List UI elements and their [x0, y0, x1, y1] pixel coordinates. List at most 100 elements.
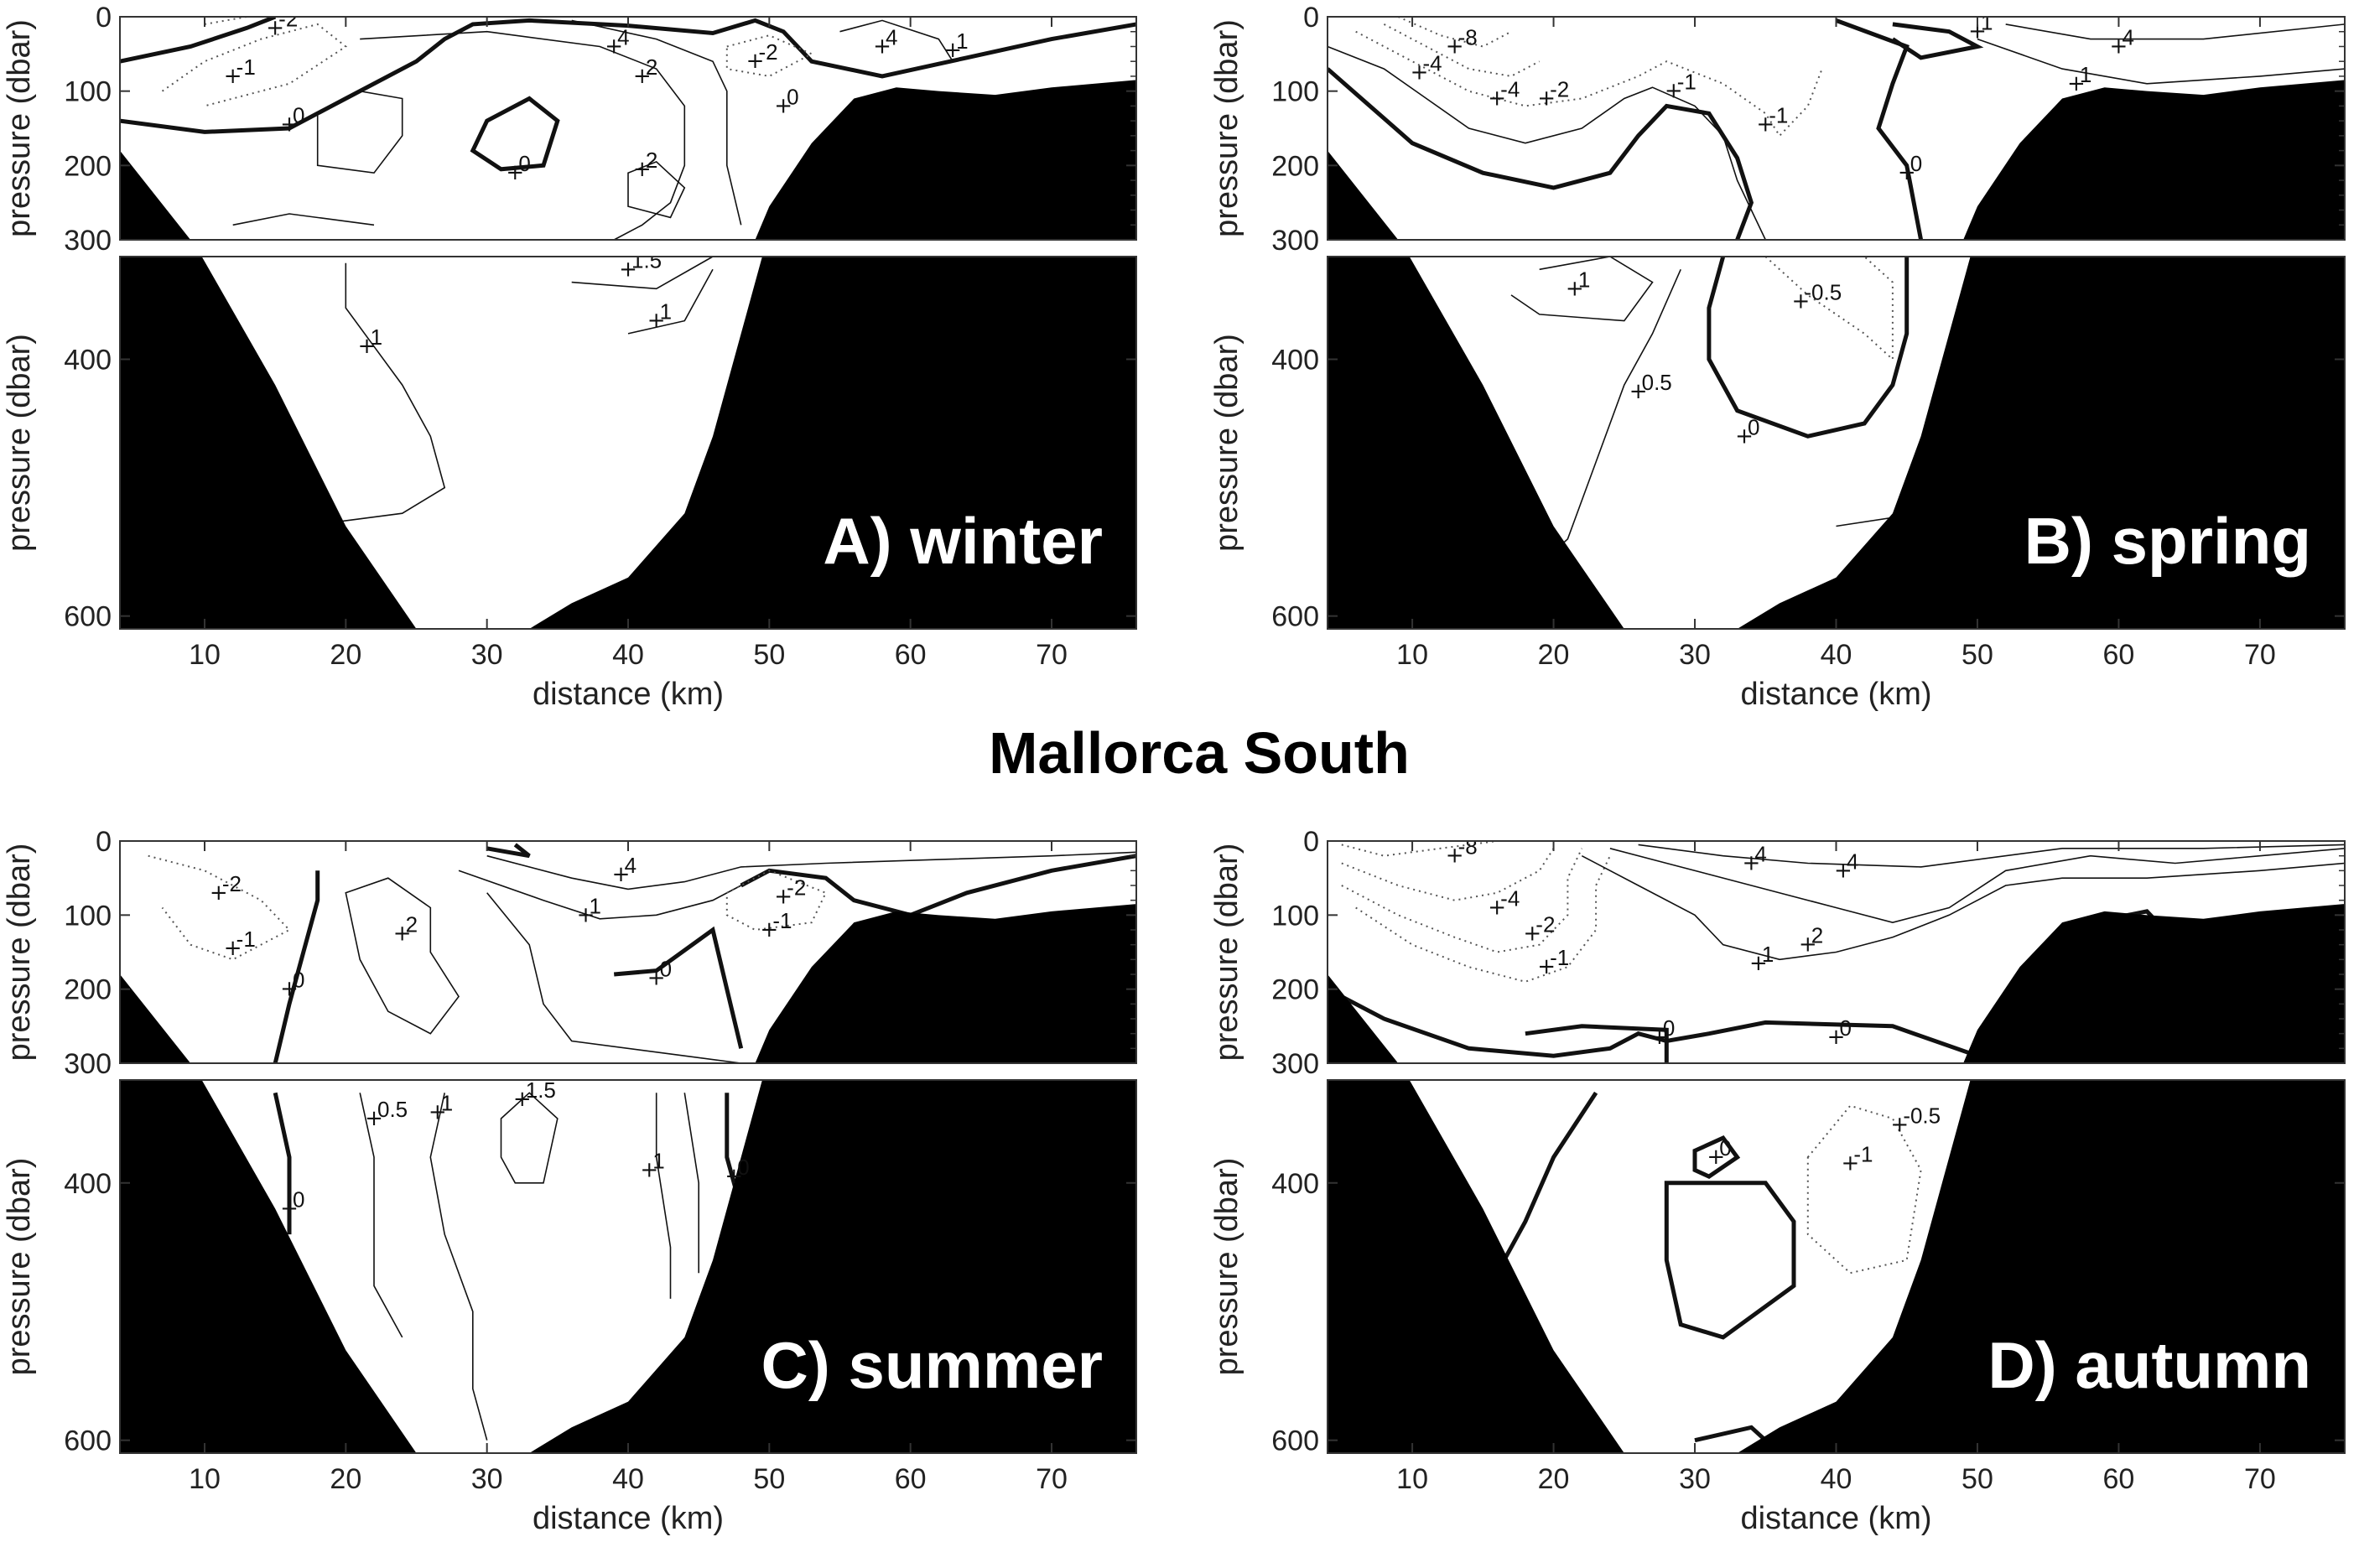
contour-mark: +	[224, 936, 242, 961]
y-tick-label: 0	[96, 826, 112, 858]
x-tick-label: 70	[1036, 1463, 1068, 1495]
x-tick-label: 60	[895, 639, 927, 671]
contour-line	[1664, 1181, 1796, 1340]
contour-mark: +	[429, 1099, 447, 1124]
x-tick-label: 40	[612, 1463, 644, 1495]
contour-label: -4	[1500, 886, 1520, 911]
seafloor-lower-left	[1328, 257, 1624, 629]
contour-label: 1	[1578, 267, 1590, 292]
contour-line	[486, 843, 531, 859]
contour-label: 1	[1981, 10, 1993, 35]
y-tick-label: 300	[1271, 225, 1319, 257]
contour-mark: +	[1834, 858, 1852, 883]
contour-mark: +	[1756, 112, 1774, 138]
contour-mark: +	[746, 49, 765, 74]
contour-label: 0	[660, 956, 672, 981]
x-tick-label: 60	[895, 1463, 927, 1495]
y-axis-label-lower: pressure (dbar)	[2, 1158, 37, 1376]
contour-line	[725, 870, 828, 932]
contour-line	[1510, 256, 1654, 322]
plot-area: +-8+-4+-2+-1+4+4+2+1+0 +0+-0.5+0+-1	[1328, 841, 2345, 1453]
contour-mark: +	[358, 334, 377, 359]
season-label: A) winter	[823, 504, 1103, 578]
y-tick-label: 100	[64, 76, 112, 108]
seafloor-upper-right	[1963, 80, 2345, 240]
y-tick-label: 600	[1271, 601, 1319, 633]
x-tick-label: 20	[330, 639, 361, 671]
x-tick-label: 30	[1679, 1463, 1711, 1495]
contour-label: -2	[1535, 911, 1555, 937]
x-tick-label: 40	[1821, 639, 1852, 671]
contour-label: -2	[222, 871, 242, 896]
contour-line	[1609, 848, 2345, 924]
contour-label: 0	[518, 151, 530, 176]
contour-label: -1	[236, 927, 256, 952]
contour-mark: +	[2110, 34, 2128, 59]
x-tick-label: 30	[471, 639, 503, 671]
x-tick-label: 10	[1396, 1463, 1428, 1495]
contour-mark: +	[1488, 896, 1506, 921]
contour-line	[316, 90, 403, 174]
x-axis-label: distance (km)	[1740, 677, 1931, 712]
contour-label: 1	[371, 325, 382, 350]
contour-label: 1	[652, 1148, 664, 1173]
contour-line	[360, 30, 686, 241]
contour-line	[1638, 844, 2345, 868]
contour-line	[1764, 256, 1894, 361]
contour-line	[725, 34, 814, 77]
contour-line	[486, 851, 1136, 890]
plot-area: +-2+-1+0+4+2 +-2 +4+1+0+0 +2+1.5+1+1	[120, 6, 1136, 629]
contour-label: -2	[759, 39, 778, 65]
contour-label: 0	[293, 1186, 304, 1212]
contour-label: 1	[956, 29, 968, 54]
y-tick-label: 200	[64, 974, 112, 1006]
y-tick-label: 200	[1271, 974, 1319, 1006]
x-tick-label: 20	[330, 1463, 361, 1495]
contour-label: 0.5	[377, 1097, 408, 1122]
contour-label: 0	[1910, 151, 1922, 176]
contour-label: 1.5	[526, 1077, 556, 1103]
contour-line	[359, 1093, 403, 1338]
y-tick-label: 0	[1303, 826, 1319, 858]
contour-line	[120, 17, 277, 64]
contour-mark: +	[1488, 86, 1506, 112]
contour-label: -0.5	[1804, 280, 1842, 305]
contour-label: -2	[278, 6, 298, 31]
y-axis-label-upper: pressure (dbar)	[1209, 844, 1244, 1062]
contour-mark: +	[224, 64, 242, 89]
x-tick-label: 50	[1962, 639, 1993, 671]
contour-labels: +-2+-1 +2+0+4+1 +-2+-1+0+0.5 +1 +1.5+0+1+0	[210, 853, 806, 1222]
y-tick-label: 400	[1271, 1168, 1319, 1200]
contour-line	[273, 1092, 292, 1235]
x-axis-label: distance (km)	[1740, 1501, 1931, 1536]
contour-line	[1525, 1024, 1669, 1063]
seafloor-upper-left	[1328, 974, 1399, 1063]
contour-mark: +	[1791, 289, 1810, 314]
contour-label: -1	[1550, 945, 1569, 970]
x-tick-label: 20	[1538, 639, 1570, 671]
contour-label: 1.5	[631, 247, 662, 273]
panel-a: +-2+-1+0+4+2 +-2 +4+1+0+0 +2+1.5+1+110 20 30 4…	[2, 2, 1137, 712]
y-tick-label: 200	[1271, 150, 1319, 182]
contour-label: -1	[1853, 1142, 1873, 1167]
seafloor-lower-right	[529, 257, 1136, 629]
contour-label: 1	[441, 1090, 453, 1115]
contour-label: 2	[646, 148, 657, 173]
contour-line	[627, 268, 714, 335]
seafloor-upper-left	[1328, 150, 1399, 240]
y-tick-label: 100	[64, 900, 112, 932]
season-label: C) summer	[761, 1328, 1103, 1402]
contour-mark: +	[633, 64, 652, 89]
contour-mark: +	[1446, 34, 1464, 59]
contour-mark: +	[873, 34, 891, 59]
contour-label: -0.5	[1903, 1103, 1941, 1129]
y-tick-label: 300	[64, 1048, 112, 1080]
seafloor-lower-right	[1737, 1080, 2345, 1453]
contour-line	[571, 19, 742, 226]
seafloor-upper-left	[120, 150, 191, 240]
contour-mark: +	[725, 1164, 743, 1189]
contour-line	[1581, 854, 2345, 961]
x-tick-label: 50	[753, 639, 785, 671]
panels: +-2+-1+0+4+2 +-2 +4+1+0+0 +2+1.5+1+110 20 30 4…	[2, 2, 2346, 1536]
